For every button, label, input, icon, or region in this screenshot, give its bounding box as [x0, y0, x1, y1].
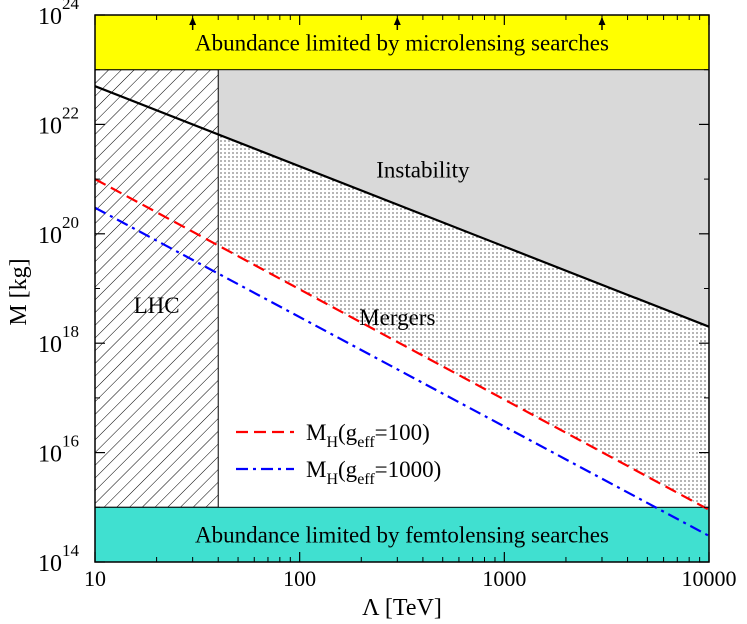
series-line-instability [95, 85, 709, 328]
microlensing-region [95, 15, 709, 71]
lhc-region [95, 69, 219, 508]
mergers-label: Mergers [359, 305, 435, 330]
microlensing-label: Abundance limited by microlensing search… [195, 30, 609, 55]
legend-label-mh100: MH(geff=100) [306, 420, 430, 451]
y-tick-label: 1018 [38, 322, 79, 358]
x-tick-label: 10000 [682, 566, 737, 591]
instability-region [218, 69, 709, 327]
instability-label: Instability [376, 157, 470, 182]
up-arrow-head [189, 17, 197, 25]
mergers-region [218, 134, 709, 510]
x-tick-label: 1000 [482, 566, 526, 591]
legend: MH(geff=100) MH(geff=1000) [236, 420, 441, 488]
y-tick-label: 1024 [38, 0, 80, 30]
up-arrow-head [393, 17, 401, 25]
y-tick-label: 1016 [38, 432, 79, 468]
y-tick-label: 1022 [38, 103, 79, 139]
x-axis-label: Λ [TeV] [362, 595, 442, 621]
femtolensing-label: Abundance limited by femtolensing search… [195, 523, 609, 548]
x-tick-label: 10 [84, 566, 106, 591]
femtolensing-region [95, 506, 709, 562]
legend-label-mh1000: MH(geff=1000) [306, 457, 441, 488]
y-tick-label: 1014 [38, 541, 80, 577]
series-line-mh1000 [95, 206, 709, 537]
up-arrow-head [598, 17, 606, 25]
y-tick-label: 1020 [38, 213, 79, 249]
series-line-mh100 [95, 178, 709, 511]
lhc-label: LHC [134, 293, 180, 318]
y-axis-label: M [kg] [6, 258, 32, 325]
x-tick-label: 100 [283, 566, 316, 591]
